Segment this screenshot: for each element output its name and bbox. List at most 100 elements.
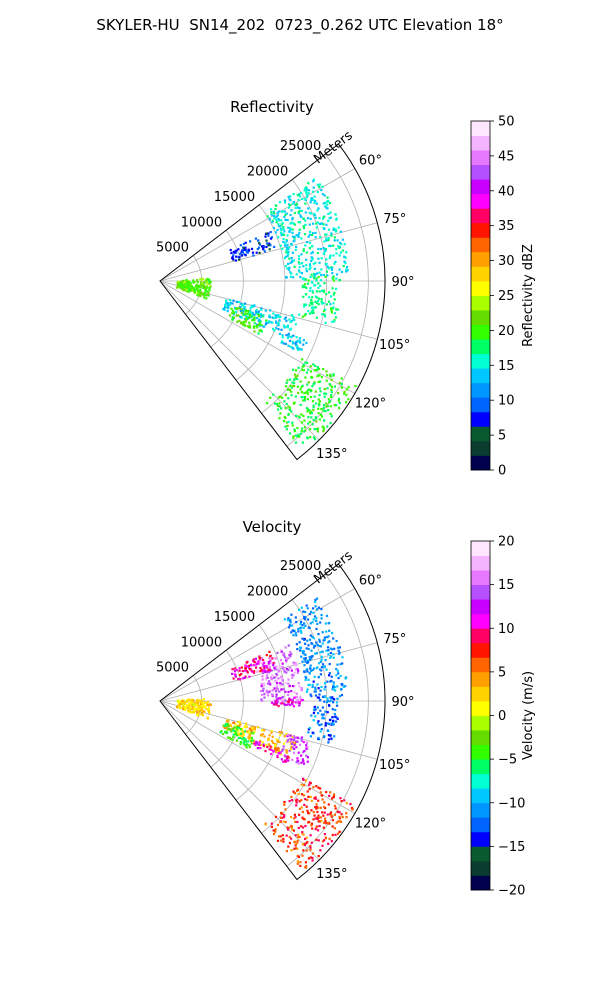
echo-pixel (291, 251, 294, 254)
echo-pixel (303, 305, 306, 308)
echo-pixel (307, 416, 310, 419)
echo-pixel (300, 761, 303, 764)
echo-pixel (238, 307, 241, 310)
echo-pixel (333, 827, 336, 830)
echo-pixel (183, 283, 186, 286)
echo-pixel (259, 689, 262, 693)
echo-pixel (273, 245, 276, 248)
echo-pixel (327, 738, 330, 741)
radial-tick-label: 10000 (181, 635, 222, 650)
echo-pixel (309, 846, 312, 849)
echo-pixel (260, 307, 263, 310)
echo-pixel (256, 662, 259, 665)
echo-pixel (303, 818, 306, 821)
echo-pixel (333, 319, 336, 322)
echo-pixel (326, 199, 330, 203)
echo-pixel (288, 626, 291, 629)
echo-pixel (307, 647, 310, 651)
echo-pixel (299, 695, 302, 698)
echo-pixel (258, 743, 261, 747)
echo-pixel (322, 428, 325, 431)
echo-pixel (282, 667, 285, 670)
echo-pixel (288, 408, 291, 411)
echo-pixel (230, 728, 233, 731)
echo-pixel (299, 221, 302, 224)
echo-pixel (330, 394, 333, 397)
echo-pixel (247, 736, 250, 740)
echo-pixel (187, 705, 191, 708)
echo-pixel (262, 245, 265, 248)
echo-pixel (276, 673, 279, 676)
echo-pixel (306, 398, 310, 401)
echo-pixel (277, 314, 280, 317)
echo-pixel (310, 824, 313, 827)
echo-pixel (261, 669, 264, 672)
echo-pixel (326, 711, 329, 714)
echo-pixel (298, 231, 301, 234)
echo-pixel (311, 621, 314, 624)
echo-pixel (225, 305, 229, 308)
echo-pixel (345, 268, 348, 271)
echo-pixel (301, 698, 304, 702)
echo-pixel (235, 255, 238, 258)
echo-pixel (225, 724, 228, 727)
echo-pixel (196, 701, 199, 704)
echo-pixel (275, 403, 279, 406)
echo-pixel (182, 708, 185, 711)
echo-pixel (206, 700, 209, 703)
echo-pixel (333, 262, 336, 265)
colorbar-tick-label: −20 (498, 884, 525, 899)
echo-pixel (324, 321, 327, 324)
echo-pixel (322, 290, 325, 294)
echo-pixel (294, 820, 297, 823)
echo-pixel (321, 193, 324, 196)
echo-pixel (286, 700, 289, 703)
echo-pixel (281, 749, 284, 752)
echo-pixel (239, 315, 242, 318)
echo-pixel (338, 381, 341, 384)
echo-pixel (313, 428, 316, 431)
echo-pixel (255, 662, 258, 666)
echo-pixel (279, 412, 282, 415)
echo-pixel (224, 730, 227, 733)
echo-pixel (261, 315, 265, 318)
colorbar-segment (471, 440, 490, 456)
echo-pixel (298, 608, 301, 611)
echo-pixel (284, 213, 287, 216)
echo-pixel (309, 638, 312, 641)
echo-pixel (284, 244, 287, 247)
echo-pixel (319, 816, 322, 819)
echo-pixel (318, 668, 322, 671)
echo-pixel (313, 272, 316, 276)
echo-pixel (343, 799, 346, 802)
echo-pixel (264, 235, 267, 238)
echo-pixel (319, 709, 322, 712)
echo-pixel (287, 247, 290, 250)
echo-pixel (278, 665, 281, 668)
echo-pixel (313, 652, 317, 655)
echo-pixel (300, 655, 303, 658)
echo-pixel (327, 219, 330, 222)
echo-pixel (345, 816, 348, 819)
echo-pixel (310, 307, 314, 310)
echo-pixel (196, 293, 199, 296)
echo-pixel (304, 223, 307, 226)
echo-pixel (200, 705, 203, 708)
echo-pixel (314, 797, 317, 800)
echo-pixel (289, 320, 292, 324)
echo-pixel (317, 207, 320, 210)
echo-pixel (231, 738, 234, 741)
echo-pixel (314, 828, 317, 831)
echo-pixel (295, 804, 298, 807)
echo-pixel (275, 221, 278, 224)
colorbar-tick-label: 35 (498, 219, 515, 234)
echo-pixel (208, 289, 211, 292)
echo-pixel (313, 615, 317, 618)
echo-pixel (235, 728, 238, 731)
echo-pixel (270, 208, 273, 211)
echo-pixel (286, 243, 289, 246)
echo-pixel (300, 686, 303, 690)
echo-pixel (265, 666, 269, 669)
echo-pixel (323, 636, 326, 639)
echo-pixel (295, 692, 298, 695)
